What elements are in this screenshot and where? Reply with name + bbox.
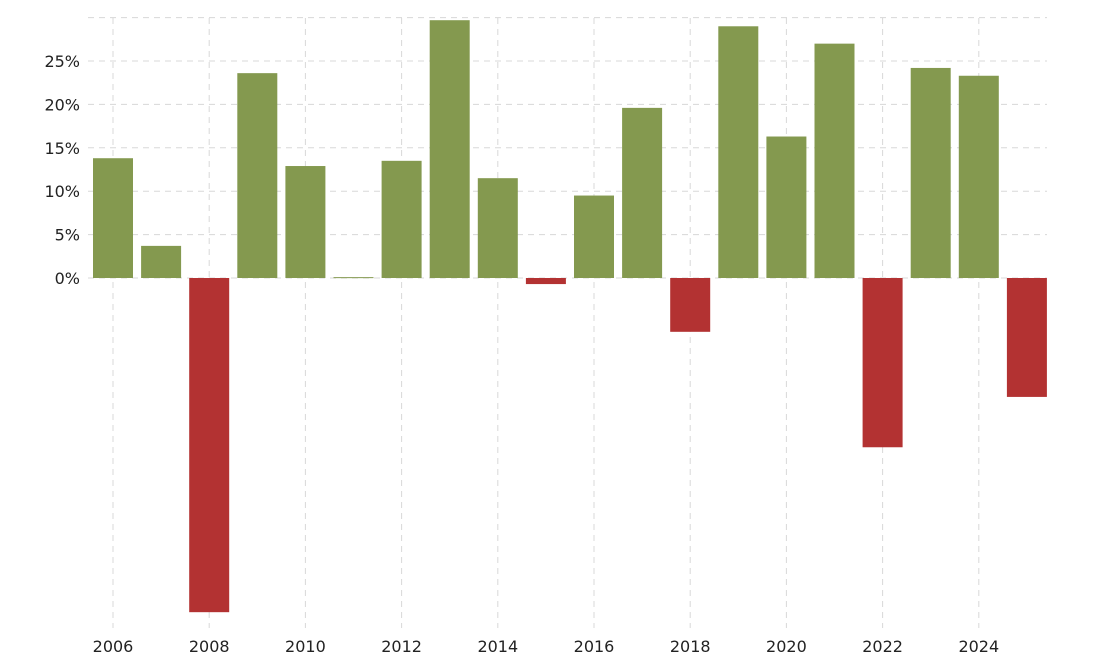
x-tick-label: 2016 [574,637,615,656]
bar-2017 [622,107,663,278]
bar-2020 [766,136,807,278]
y-tick-label: 5% [55,226,80,245]
bar-2025 [1006,278,1047,397]
y-tick-label: 10% [44,182,80,201]
bar-2007 [141,245,182,278]
x-tick-label: 2006 [93,637,134,656]
x-tick-label: 2022 [862,637,903,656]
x-tick-label: 2024 [958,637,999,656]
y-tick-label: 0% [55,269,80,288]
bar-2010 [285,166,326,278]
x-tick-label: 2018 [670,637,711,656]
bar-2008 [189,278,230,613]
bar-2009 [237,73,278,278]
x-tick-label: 2014 [477,637,518,656]
bar-2018 [670,278,711,332]
y-tick-label: 25% [44,52,80,71]
bar-2021 [814,43,855,278]
bars [93,20,1047,613]
bar-2014 [477,178,518,278]
y-tick-label: 20% [44,95,80,114]
gridlines [88,17,1047,628]
bar-2011 [333,277,374,279]
bar-2012 [381,160,422,278]
bar-2006 [93,158,133,278]
x-tick-label: 2012 [381,637,422,656]
x-tick-label: 2008 [189,637,230,656]
x-tick-label: 2020 [766,637,807,656]
x-tick-label: 2010 [285,637,326,656]
bar-2016 [574,195,614,278]
bar-2022 [862,278,903,448]
bar-2013 [429,20,470,278]
bar-2015 [525,278,566,285]
bar-2024 [958,75,999,278]
x-axis-ticks: 2006 2008 2010 2012 2014 2016 2018 2020 2022 2024 [93,637,1000,656]
bar-2023 [910,67,951,278]
bar-2019 [718,26,759,279]
y-tick-label: 15% [44,139,80,158]
y-axis-ticks: 0% 5% 10% 15% 20% 25% [44,52,80,288]
